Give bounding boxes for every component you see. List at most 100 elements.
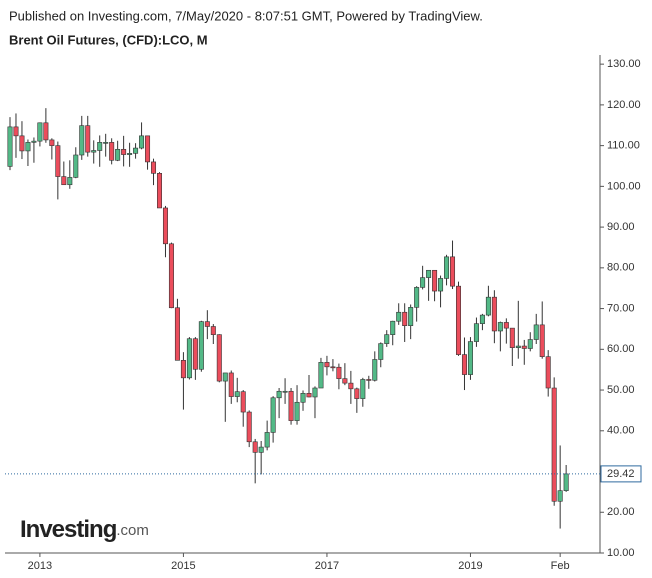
y-tick-label: 80.00 (607, 262, 635, 274)
candle-body (282, 390, 288, 393)
candle-body (408, 307, 414, 326)
y-tick-label: 50.00 (607, 384, 635, 396)
y-tick-label: 130.00 (607, 58, 641, 70)
candle-body (13, 126, 19, 137)
candle-body (162, 207, 168, 245)
candle-body (79, 125, 85, 156)
candle-body (551, 387, 557, 502)
x-tick-label: Feb (551, 560, 570, 572)
candle-body (491, 296, 497, 332)
candle-body (91, 150, 97, 153)
candle-body (180, 360, 186, 379)
candle-body (378, 343, 384, 360)
candle-body (258, 446, 264, 453)
last-price-label: 29.42 (607, 468, 635, 480)
candle-body (354, 388, 360, 399)
logo-main: Investing (20, 516, 117, 543)
candle-body (300, 393, 306, 403)
candle-body (294, 401, 300, 421)
candle-body (438, 278, 444, 292)
candle-body (270, 397, 276, 433)
candle-body (342, 378, 348, 384)
candle-body (37, 122, 43, 142)
candle-body (455, 285, 461, 355)
candle-body (55, 145, 61, 177)
logo: Investing.com (20, 516, 149, 543)
logo-suffix: .com (116, 522, 149, 539)
candle-body (264, 432, 270, 448)
candle-body (204, 321, 210, 327)
candle-body (503, 322, 509, 329)
x-tick-label: 2017 (315, 560, 339, 572)
candle-body (348, 382, 354, 390)
candle-body (151, 161, 157, 174)
candle-body (396, 311, 402, 322)
candle-body (216, 334, 222, 382)
candle-body (366, 379, 372, 381)
candle-body (527, 339, 533, 349)
candle-body (461, 354, 467, 375)
candle-body (127, 153, 133, 155)
chart-title: Brent Oil Futures, (CFD):LCO, M (9, 32, 208, 47)
candle-body (139, 135, 145, 149)
candle-body (115, 148, 121, 161)
candle-body (109, 142, 115, 161)
candle-body (414, 287, 420, 308)
candle-body (384, 334, 390, 344)
candle-body (103, 142, 109, 144)
candle-body (133, 147, 139, 154)
candle-body (450, 256, 456, 287)
candle-body (360, 379, 366, 399)
candle-body (312, 387, 318, 398)
candle-body (324, 362, 330, 368)
candle-body (97, 142, 103, 151)
candle-body (479, 314, 485, 324)
candle-body (7, 126, 13, 167)
candle-body (318, 362, 324, 389)
candle-body (509, 327, 515, 348)
candle-body (25, 142, 31, 152)
candle-body (276, 390, 282, 399)
last-price-box (600, 465, 642, 483)
candle-body (145, 135, 151, 163)
candle-body (61, 176, 67, 186)
x-tick-label: 2013 (28, 560, 52, 572)
candle-body (432, 269, 438, 292)
candle-body (234, 391, 240, 397)
candle-body (174, 307, 180, 361)
candle-body (222, 372, 228, 382)
candle-body (73, 154, 79, 178)
candle-body (539, 324, 545, 357)
y-tick-label: 10.00 (607, 547, 635, 559)
y-tick-label: 100.00 (607, 180, 641, 192)
candle-body (336, 366, 342, 379)
candle-body (288, 390, 294, 421)
y-tick-label: 20.00 (607, 506, 635, 518)
candle-body (157, 173, 163, 209)
candle-body (515, 345, 521, 348)
candle-body (402, 311, 408, 326)
candle-body (240, 391, 246, 413)
candle-body (563, 473, 569, 491)
candle-body (43, 122, 49, 141)
candle-body (467, 341, 473, 375)
candle-body (49, 139, 55, 146)
candle-body (252, 441, 258, 453)
candle-body (485, 296, 491, 316)
candle-body (426, 269, 432, 278)
candle-body (533, 324, 539, 340)
candle-body (473, 323, 479, 342)
candle-body (444, 256, 450, 279)
candle-body (228, 372, 234, 397)
candle-body (210, 326, 216, 335)
candle-body (497, 322, 503, 332)
candle-body (198, 321, 204, 370)
header: Published on Investing.com, 7/May/2020 -… (9, 8, 483, 23)
candle-body (521, 345, 527, 349)
candle-body (85, 125, 91, 153)
x-tick-label: 2019 (458, 560, 482, 572)
y-tick-label: 40.00 (607, 425, 635, 437)
candle-body (192, 338, 198, 370)
